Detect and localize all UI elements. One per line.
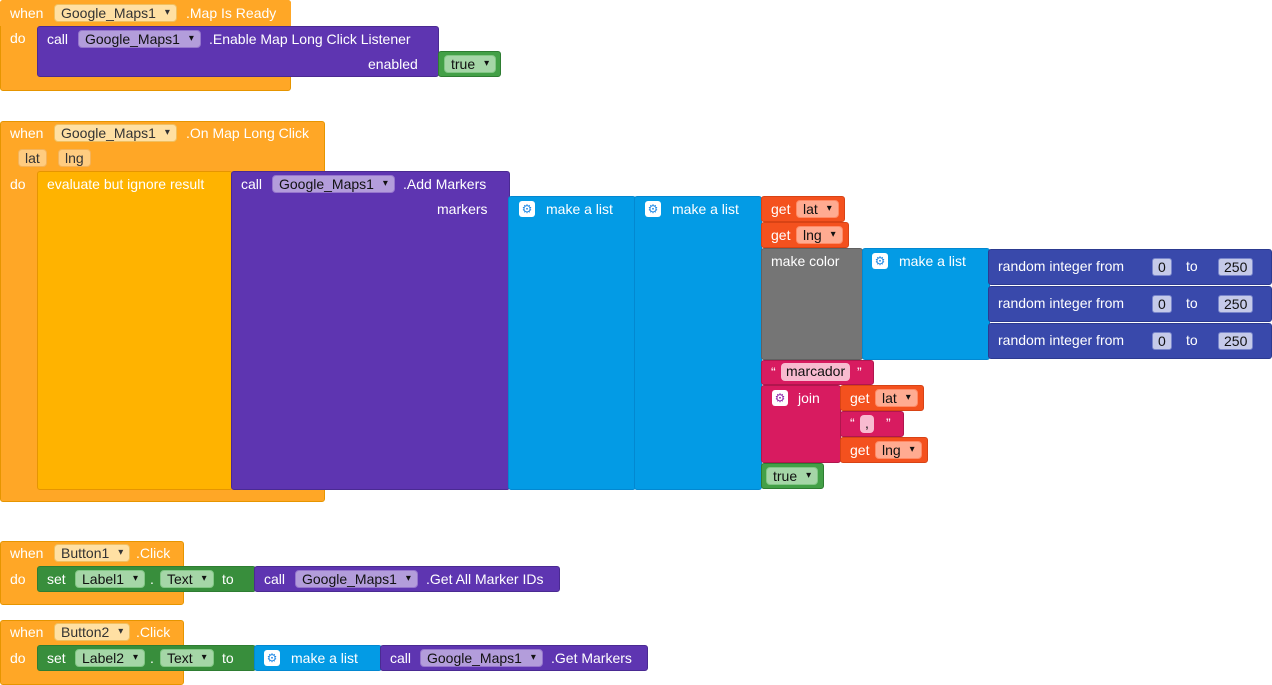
do-label: do	[10, 650, 26, 666]
number-input-from[interactable]: 0	[1152, 258, 1172, 276]
call-component-dropdown[interactable]: Google_Maps1	[272, 175, 395, 193]
to-label: to	[222, 571, 234, 587]
call-block-add-markers[interactable]	[231, 171, 510, 490]
set-block-label2-text[interactable]	[37, 645, 256, 671]
arg-label-enabled: enabled	[368, 56, 418, 72]
make-list-block-outer[interactable]	[508, 196, 636, 490]
make-list-block-inner[interactable]	[634, 196, 762, 490]
to-label: to	[1186, 332, 1198, 348]
set-label: set	[47, 650, 66, 666]
get-label: get	[771, 201, 791, 217]
get-label: get	[850, 390, 870, 406]
string-value-comma[interactable]: ,	[860, 415, 874, 433]
make-color-label: make color	[771, 253, 840, 269]
make-list-label: make a list	[899, 253, 966, 269]
gear-icon[interactable]: ⚙	[645, 201, 661, 217]
do-label: do	[10, 30, 26, 46]
close-quote: ”	[857, 364, 862, 380]
to-label: to	[1186, 258, 1198, 274]
boolean-dropdown[interactable]: true	[444, 55, 497, 73]
method-name: .Enable Map Long Click Listener	[209, 31, 411, 47]
call-label: call	[241, 176, 263, 192]
random-integer-block-3[interactable]	[988, 323, 1272, 359]
string-value-marcador[interactable]: marcador	[781, 363, 851, 381]
method-name: .Get All Marker IDs	[426, 571, 544, 587]
gear-icon[interactable]: ⚙	[772, 390, 788, 406]
event-name: .Click	[136, 624, 171, 640]
make-list-label: make a list	[672, 201, 739, 217]
call-component-dropdown[interactable]: Google_Maps1	[78, 30, 201, 48]
dot-separator: .	[150, 571, 154, 587]
call-label: call	[47, 31, 69, 47]
when-label: when	[10, 545, 44, 561]
evaluate-ignore-block[interactable]	[37, 171, 233, 490]
set-component-dropdown[interactable]: Label2	[75, 649, 146, 667]
random-from-label: random integer from	[998, 332, 1125, 348]
evaluate-label: evaluate but ignore result	[47, 176, 205, 192]
join-block[interactable]	[761, 385, 841, 463]
make-list-label: make a list	[291, 650, 358, 666]
number-input-to[interactable]: 250	[1218, 332, 1254, 350]
to-label: to	[222, 650, 234, 666]
number-input-to[interactable]: 250	[1218, 295, 1254, 313]
set-component-dropdown[interactable]: Label1	[75, 570, 146, 588]
component-dropdown[interactable]: Google_Maps1	[54, 124, 177, 142]
gear-icon[interactable]: ⚙	[872, 253, 888, 269]
number-input-to[interactable]: 250	[1218, 258, 1254, 276]
component-dropdown[interactable]: Google_Maps1	[54, 4, 177, 22]
random-from-label: random integer from	[998, 258, 1125, 274]
param-lng[interactable]: lng	[58, 149, 91, 167]
method-name: .Get Markers	[551, 650, 632, 666]
method-name: .Add Markers	[403, 176, 487, 192]
property-dropdown[interactable]: Text	[160, 649, 214, 667]
call-label: call	[264, 571, 286, 587]
variable-dropdown-lng[interactable]: lng	[875, 441, 922, 459]
number-input-from[interactable]: 0	[1152, 295, 1172, 313]
when-label: when	[10, 624, 44, 640]
property-dropdown[interactable]: Text	[160, 570, 214, 588]
variable-dropdown-lat[interactable]: lat	[796, 200, 839, 218]
component-dropdown[interactable]: Button2	[54, 623, 131, 641]
event-name: .Map Is Ready	[186, 5, 277, 21]
do-label: do	[10, 571, 26, 587]
number-input-from[interactable]: 0	[1152, 332, 1172, 350]
random-from-label: random integer from	[998, 295, 1125, 311]
when-label: when	[10, 5, 44, 21]
gear-icon[interactable]: ⚙	[264, 650, 280, 666]
variable-dropdown-lat[interactable]: lat	[875, 389, 918, 407]
set-label: set	[47, 571, 66, 587]
close-quote: ”	[886, 415, 891, 431]
call-component-dropdown[interactable]: Google_Maps1	[420, 649, 543, 667]
arg-label-markers: markers	[437, 201, 488, 217]
call-component-dropdown[interactable]: Google_Maps1	[295, 570, 418, 588]
gear-icon[interactable]: ⚙	[519, 201, 535, 217]
when-label: when	[10, 125, 44, 141]
to-label: to	[1186, 295, 1198, 311]
component-dropdown[interactable]: Button1	[54, 544, 131, 562]
dot-separator: .	[150, 650, 154, 666]
event-name: .Click	[136, 545, 171, 561]
get-label: get	[771, 227, 791, 243]
variable-dropdown-lng[interactable]: lng	[796, 226, 843, 244]
open-quote: “	[850, 415, 855, 431]
do-label: do	[10, 176, 26, 192]
get-label: get	[850, 442, 870, 458]
param-lat[interactable]: lat	[18, 149, 47, 167]
join-label: join	[798, 390, 820, 406]
call-block-enable-long-click[interactable]	[37, 26, 439, 77]
make-list-label: make a list	[546, 201, 613, 217]
boolean-dropdown[interactable]: true	[766, 467, 819, 485]
open-quote: “	[771, 364, 776, 380]
call-label: call	[390, 650, 412, 666]
set-block-label1-text[interactable]	[37, 566, 256, 592]
event-name: .On Map Long Click	[186, 125, 309, 141]
